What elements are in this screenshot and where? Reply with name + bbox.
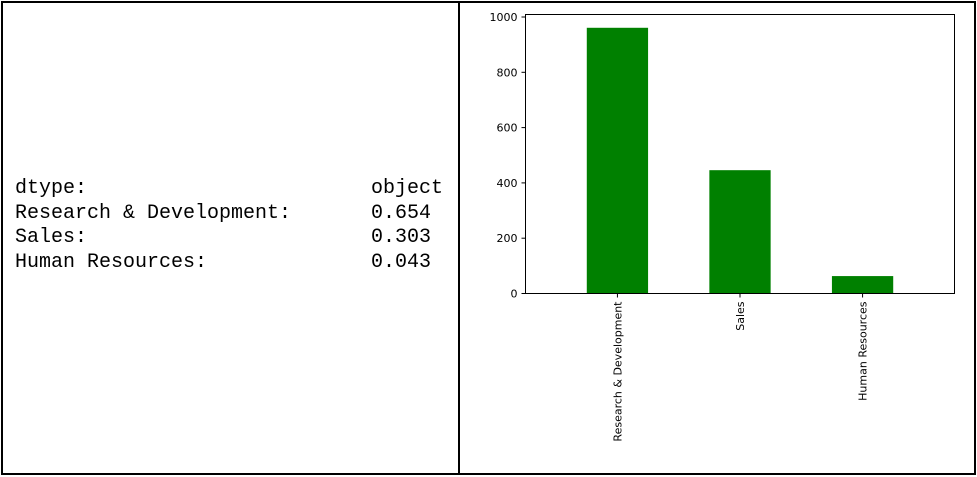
stat-row-research-development: Research & Development: 0.654 bbox=[15, 202, 451, 227]
x-axis: Research & Development Sales Human Resourc… bbox=[611, 293, 870, 442]
chart-cell: 0 200 400 600 800 1000 Research & Development… bbox=[460, 3, 974, 473]
stat-row-dtype: dtype: object bbox=[15, 177, 451, 202]
bar-sales bbox=[709, 170, 771, 294]
y-tick-label: 600 bbox=[497, 122, 518, 135]
bar-human-resources bbox=[831, 276, 894, 294]
bars-group bbox=[586, 27, 894, 294]
stat-key: dtype: bbox=[15, 177, 88, 200]
y-tick-label: 200 bbox=[497, 232, 518, 245]
x-tick-label: Research & Development bbox=[611, 301, 624, 442]
stat-value: object bbox=[371, 177, 444, 200]
bar-chart: 0 200 400 600 800 1000 Research & Development… bbox=[490, 11, 955, 442]
stat-row-human-resources: Human Resources: 0.043 bbox=[15, 251, 451, 276]
stat-value: 0.043 bbox=[371, 250, 432, 274]
plot-area-frame bbox=[525, 14, 955, 294]
stat-key: Sales: bbox=[15, 226, 88, 249]
stat-value: 0.654 bbox=[371, 201, 432, 225]
y-axis: 0 200 400 600 800 1000 bbox=[490, 11, 526, 301]
value-counts-output: dtype: object Research & Development: 0.… bbox=[15, 177, 451, 275]
y-tick-label: 0 bbox=[511, 288, 518, 301]
stat-value: 0.303 bbox=[371, 226, 432, 249]
y-tick-label: 800 bbox=[497, 66, 518, 79]
x-tick-label: Sales bbox=[734, 301, 747, 331]
stat-key: Research & Development: bbox=[15, 201, 292, 225]
y-tick-label: 400 bbox=[497, 177, 518, 190]
stat-key: Human Resources: bbox=[15, 250, 208, 274]
stats-cell: dtype: object Research & Development: 0.… bbox=[3, 3, 460, 473]
bar-research-development bbox=[586, 27, 649, 294]
stat-row-sales: Sales: 0.303 bbox=[15, 226, 451, 251]
y-tick-label: 1000 bbox=[490, 11, 518, 24]
x-tick-label: Human Resources bbox=[857, 301, 870, 401]
